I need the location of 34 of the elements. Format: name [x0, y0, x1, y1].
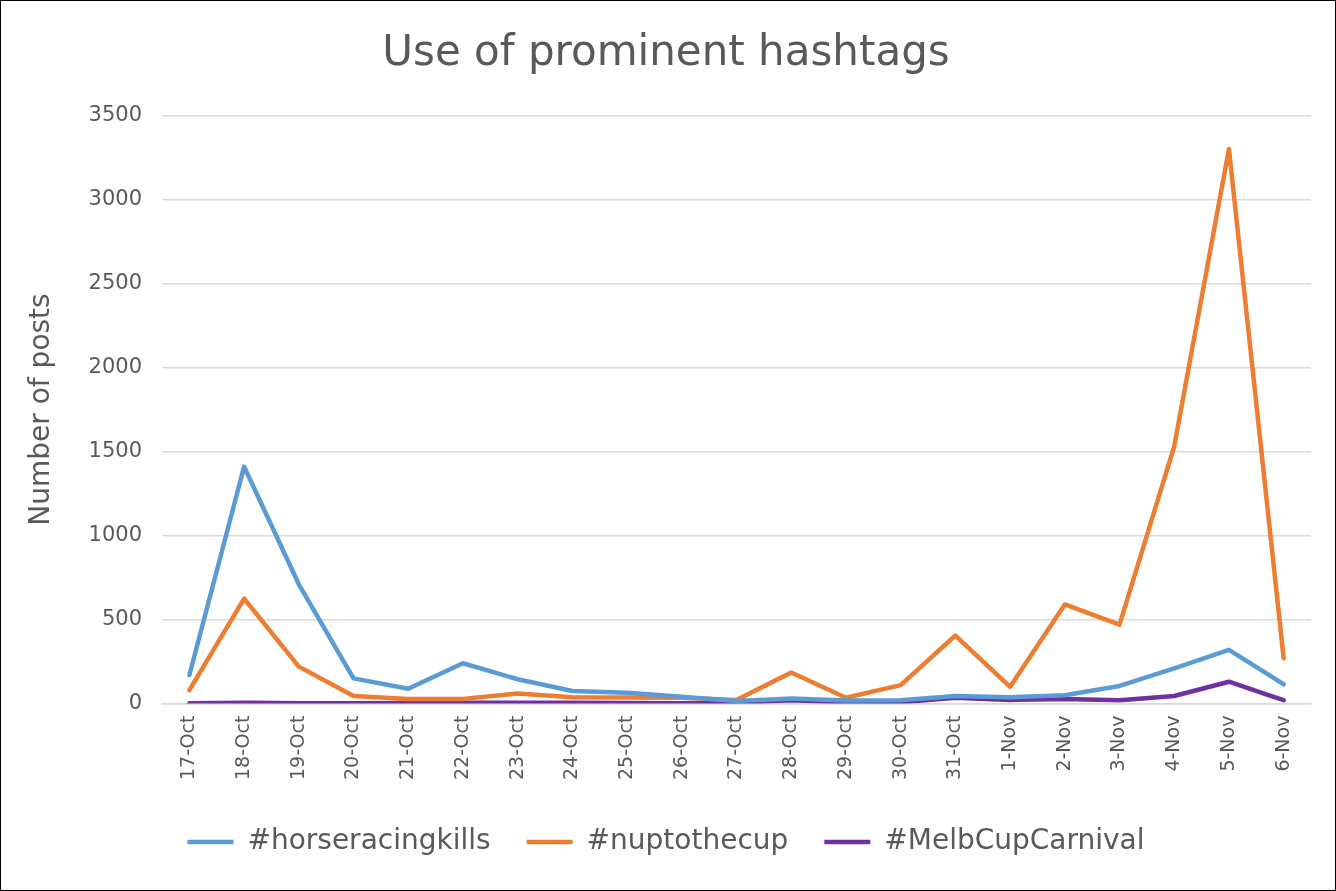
x-tick-label: 5-Nov	[1215, 715, 1238, 772]
y-tick-label: 500	[101, 606, 143, 631]
y-tick-label: 0	[128, 690, 143, 715]
x-tick-label: 3-Nov	[1106, 715, 1129, 772]
y-tick-label: 3000	[88, 185, 143, 210]
x-tick-label: 26-Oct	[668, 715, 691, 781]
x-tick-label: 29-Oct	[832, 715, 855, 781]
y-tick-label: 2000	[88, 353, 143, 378]
x-tick-label: 23-Oct	[504, 715, 527, 781]
x-tick-label: 1-Nov	[997, 715, 1020, 772]
x-tick-label: 25-Oct	[614, 715, 637, 781]
x-tick-label: 22-Oct	[449, 715, 472, 781]
legend-label: #nuptothecup	[586, 823, 789, 857]
x-tick-label: 19-Oct	[285, 715, 308, 781]
x-tick-label: 17-Oct	[176, 715, 199, 781]
y-axis-title: Number of posts	[23, 293, 57, 526]
x-tick-label: 18-Oct	[231, 715, 254, 781]
x-tick-label: 31-Oct	[942, 715, 965, 781]
legend-label: #horseracingkills	[247, 823, 491, 857]
y-tick-label: 1000	[88, 521, 143, 546]
legend-label: #MelbCupCarnival	[884, 823, 1145, 857]
x-tick-label: 2-Nov	[1051, 715, 1074, 772]
x-tick-label: 21-Oct	[395, 715, 418, 781]
y-tick-label: 2500	[88, 269, 143, 294]
chart-title: Use of prominent hashtags	[382, 26, 950, 76]
x-tick-label: 20-Oct	[340, 715, 363, 781]
x-tick-label: 27-Oct	[723, 715, 746, 781]
x-tick-label: 28-Oct	[778, 715, 801, 781]
y-tick-label: 1500	[88, 437, 143, 462]
x-tick-label: 6-Nov	[1270, 715, 1293, 772]
x-tick-label: 4-Nov	[1161, 715, 1184, 772]
x-tick-label: 24-Oct	[559, 715, 582, 781]
y-tick-label: 3500	[88, 101, 143, 126]
x-tick-label: 30-Oct	[887, 715, 910, 781]
